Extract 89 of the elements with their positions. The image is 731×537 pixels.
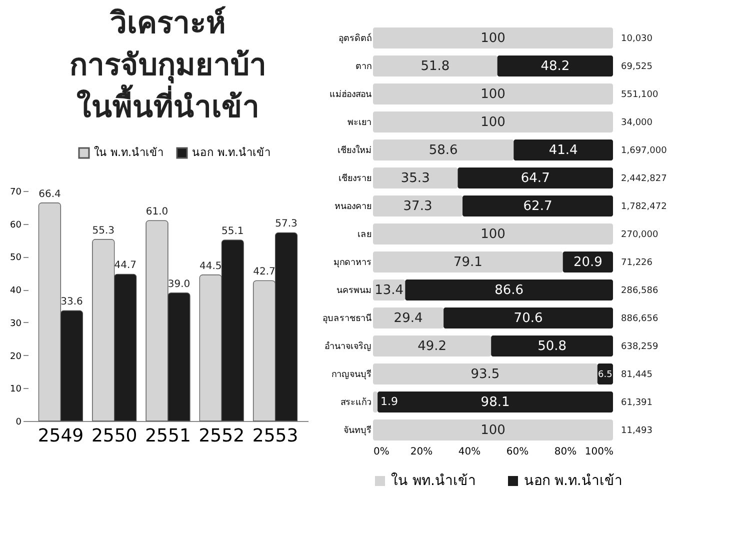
text: 2,442,827 xyxy=(621,174,667,184)
y-tick-label: สระแก้ว xyxy=(340,397,372,408)
y-tick-label: 30 xyxy=(10,318,22,329)
data-label: 1.9 xyxy=(380,395,398,408)
text: 1,782,472 xyxy=(621,202,667,212)
x-tick-label: 2549 xyxy=(38,426,84,446)
y-tick-label: แม่ฮ่องสอน xyxy=(330,90,372,100)
data-label: 44.5 xyxy=(200,260,222,272)
data-label: 29.4 xyxy=(394,311,423,326)
data-label: 58.6 xyxy=(428,143,458,158)
y-tick-label: อำนาจเจริญ xyxy=(324,341,372,352)
x-tick-label: 2550 xyxy=(91,426,138,446)
data-label: 44.7 xyxy=(114,260,136,272)
data-label: 6.5 xyxy=(598,370,612,380)
data-label: 100 xyxy=(480,87,506,102)
text: 34,000 xyxy=(621,118,653,128)
x-tick-label: 100% xyxy=(584,446,614,458)
data-label: 70.6 xyxy=(514,311,543,326)
y-tick-label: 20 xyxy=(10,352,22,362)
data-label: 55.1 xyxy=(222,226,244,237)
data-label: 20.9 xyxy=(573,255,602,270)
legend-label: ใน พท.นำเข้า xyxy=(391,472,476,489)
data-label: 13.4 xyxy=(374,283,404,298)
y-tick-label: หนองคาย xyxy=(334,202,372,212)
y-tick-label: 10 xyxy=(10,384,22,395)
y-tick-label: กาญจนบุรี xyxy=(332,369,372,380)
data-label: 100 xyxy=(480,227,506,242)
data-label: 37.3 xyxy=(403,199,432,214)
data-label: 49.2 xyxy=(418,339,447,354)
text: 69,525 xyxy=(621,62,652,72)
x-tick-label: 0% xyxy=(374,446,390,458)
data-label: 66.4 xyxy=(38,188,61,200)
y-tick-label: 60 xyxy=(10,220,22,230)
y-tick-label: มุกดาหาร xyxy=(334,258,372,268)
y-tick-label: 50 xyxy=(10,253,22,264)
x-tick-label: 40% xyxy=(458,446,481,458)
legend-label: ใน พ.ท.นำเข้า xyxy=(94,146,164,159)
y-tick-label: อุตรดิตถ์ xyxy=(338,32,372,44)
data-label: 41.4 xyxy=(548,143,578,158)
text: 10,030 xyxy=(621,34,653,44)
text: 81,445 xyxy=(621,370,652,380)
data-label: 64.7 xyxy=(520,171,550,186)
text: 886,656 xyxy=(621,314,658,324)
text: 551,100 xyxy=(621,90,658,100)
data-label: 62.7 xyxy=(523,199,552,214)
data-label: 48.2 xyxy=(540,59,570,74)
text: 270,000 xyxy=(621,230,658,240)
x-tick-label: 20% xyxy=(410,446,433,458)
data-label: 39.0 xyxy=(168,278,190,290)
chart-title: วิเคราะห์ การจับกุมยาบ้า ในพื้นที่นำเข้า xyxy=(70,6,266,125)
legend-label: นอก พ.ท.นำเข้า xyxy=(192,146,270,159)
data-label: 61.0 xyxy=(146,206,168,218)
text: 11,493 xyxy=(621,426,652,436)
data-label: 33.6 xyxy=(60,296,83,308)
data-label: 50.8 xyxy=(538,339,567,354)
y-tick-label: นครพนม xyxy=(336,286,372,296)
data-label: 93.5 xyxy=(470,367,500,382)
y-tick-label: พะเยา xyxy=(348,118,372,128)
data-label: 55.3 xyxy=(92,225,114,236)
data-label: 35.3 xyxy=(400,171,430,186)
data-label: 98.1 xyxy=(480,395,510,410)
y-tick-label: 70 xyxy=(10,188,22,198)
y-tick-label: เชียงราย xyxy=(338,173,372,184)
text: 638,259 xyxy=(621,342,658,352)
data-label: 79.1 xyxy=(453,255,482,270)
data-label: 100 xyxy=(480,115,506,130)
data-label: 86.6 xyxy=(494,283,524,298)
data-label: 57.3 xyxy=(275,218,298,230)
y-tick-label: เลย xyxy=(358,230,372,240)
y-tick-label: 40 xyxy=(10,286,22,296)
data-label: 51.8 xyxy=(420,59,450,74)
data-label: 42.7 xyxy=(253,266,276,278)
y-tick-label: จันทบุรี xyxy=(344,425,372,436)
text: 71,226 xyxy=(621,258,653,268)
x-tick-label: 2553 xyxy=(252,426,298,446)
legend-label: นอก พ.ท.นำเข้า xyxy=(524,473,622,489)
x-tick-label: 2551 xyxy=(145,426,191,446)
y-tick-label: 0 xyxy=(16,418,22,428)
x-tick-label: 60% xyxy=(506,446,529,458)
data-label: 100 xyxy=(480,31,506,46)
x-tick-label: 2552 xyxy=(198,426,245,446)
data-label: 100 xyxy=(480,423,506,438)
text: 1,697,000 xyxy=(621,146,668,156)
y-tick-label: ตาก xyxy=(356,62,372,72)
text: 61,391 xyxy=(621,398,652,408)
x-tick-label: 80% xyxy=(554,446,577,458)
y-tick-label: อุบลราชธานี xyxy=(322,313,372,324)
y-tick-label: เชียงใหม่ xyxy=(338,145,372,156)
text: 286,586 xyxy=(621,286,658,296)
